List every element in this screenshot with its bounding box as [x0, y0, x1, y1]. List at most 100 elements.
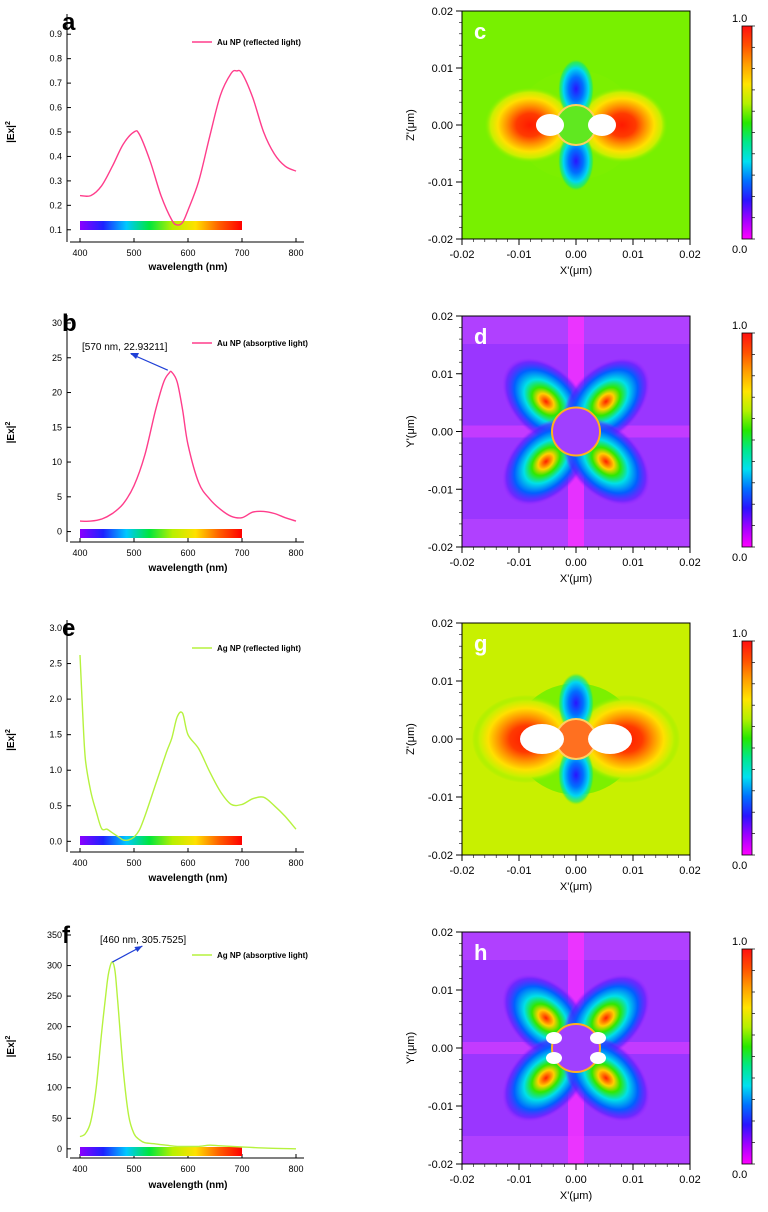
y-tick-label: -0.01 — [428, 177, 453, 189]
x-tick-label: -0.01 — [506, 249, 531, 261]
x-tick-label: 400 — [72, 1164, 87, 1174]
cold-lobe — [558, 673, 594, 733]
y-tick-label: 0 — [57, 527, 62, 537]
field-map-plot — [462, 932, 690, 1164]
panel-letter: h — [474, 940, 487, 965]
y-tick-label: -0.01 — [428, 792, 453, 804]
y-tick-label: 0.02 — [432, 311, 453, 323]
x-tick-label: 800 — [288, 248, 303, 258]
y-tick-label: 5 — [57, 492, 62, 502]
y-tick-label: 10 — [52, 457, 62, 467]
x-axis-label: wavelength (nm) — [148, 873, 228, 884]
x-tick-label: 700 — [234, 248, 249, 258]
y-tick-label: 200 — [47, 1022, 62, 1032]
series-line — [79, 69, 297, 226]
y-tick-label: 0.00 — [432, 120, 453, 132]
x-tick-label: 400 — [72, 248, 87, 258]
x-tick-label: 0.01 — [622, 1174, 643, 1186]
x-tick-label: 0.00 — [565, 557, 586, 569]
cold-lobe — [558, 745, 594, 805]
y-tick-label: 0.3 — [49, 176, 62, 186]
spectrum-bar — [80, 1147, 242, 1156]
x-tick-label: 500 — [126, 548, 141, 558]
panel-letter: a — [62, 9, 76, 36]
line-panel-a: a 0.1 0.2 0.3 0.4 0.5 0.6 0.7 0.8 0.9 |Ex|2 400 500 6… — [5, 9, 304, 273]
y-tick-label: 0.01 — [432, 676, 453, 688]
x-tick-label: 800 — [288, 858, 303, 868]
y-tick-label: 0.01 — [432, 985, 453, 997]
y-axis-label: Z'(μm) — [405, 109, 417, 141]
saturated-hotspot — [588, 724, 632, 754]
x-tick-label: 500 — [126, 858, 141, 868]
x-tick-label: 0.00 — [565, 865, 586, 877]
x-tick-label: 700 — [234, 548, 249, 558]
x-tick-label: -0.02 — [449, 249, 474, 261]
colorbar-min-label: 0.0 — [732, 244, 747, 256]
y-axis-label: |Ex|2 — [5, 1036, 17, 1058]
y-tick-label: 0.00 — [432, 734, 453, 746]
annotation-arrowhead — [134, 946, 143, 952]
x-tick-label: 500 — [126, 248, 141, 258]
legend-label: Ag NP (reflected light) — [217, 644, 301, 653]
field-map-panel-d: d -0.02 -0.01 0.00 0.01 0.02 X'(μm) 0.02 0.01 0.0… — [405, 311, 755, 585]
y-axis-label-main: |Ex| — [6, 425, 17, 443]
spectrum-bar — [80, 221, 242, 230]
x-tick-label: -0.02 — [449, 1174, 474, 1186]
y-tick-label: 350 — [47, 930, 62, 940]
field-map-plot — [462, 623, 690, 855]
x-tick-label: 0.00 — [565, 1174, 586, 1186]
series-line — [79, 370, 297, 522]
x-tick-label: 700 — [234, 858, 249, 868]
y-tick-label: -0.02 — [428, 850, 453, 862]
y-tick-label: 100 — [47, 1083, 62, 1093]
annotation-label: [570 nm, 22.93211] — [82, 342, 168, 353]
y-tick-label: 30 — [52, 318, 62, 328]
y-tick-label: 0.7 — [49, 78, 62, 88]
hot-lobe — [484, 87, 576, 163]
y-tick-label: 1.5 — [49, 730, 62, 740]
colorbar-min-label: 0.0 — [732, 1169, 747, 1181]
y-tick-label: 0.5 — [49, 801, 62, 811]
y-tick-label: 0.2 — [49, 200, 62, 210]
y-axis-label-main: |Ex| — [6, 125, 17, 143]
nanoparticle — [551, 406, 601, 457]
field-map-panel-c: c -0.02 -0.01 0.00 0.01 0.02 X'(μm) 0.02 0.01 0.0… — [405, 6, 755, 277]
x-tick-label: 800 — [288, 1164, 303, 1174]
y-tick-label: 0.01 — [432, 369, 453, 381]
y-axis-label: Y'(μm) — [405, 415, 417, 447]
cold-lobe — [558, 59, 594, 119]
field-map-panel-g: g -0.02 -0.01 0.00 0.01 0.02 X'(μm) 0.02 0.01 0.0… — [405, 618, 755, 893]
y-tick-label: 25 — [52, 353, 62, 363]
x-tick-label: 500 — [126, 1164, 141, 1174]
y-tick-label: 0.02 — [432, 927, 453, 939]
y-tick-label: 50 — [52, 1113, 62, 1123]
x-tick-label: 0.02 — [679, 1174, 700, 1186]
x-tick-label: 600 — [180, 1164, 195, 1174]
y-tick-label: 2.5 — [49, 659, 62, 669]
y-tick-label: -0.01 — [428, 484, 453, 496]
saturated-hotspot — [590, 1032, 606, 1044]
x-tick-label: 700 — [234, 1164, 249, 1174]
colorbar-min-label: 0.0 — [732, 552, 747, 564]
saturated-hotspot — [546, 1052, 562, 1064]
x-tick-label: 800 — [288, 548, 303, 558]
field-map-plot — [462, 11, 690, 239]
y-axis-label: |Ex|2 — [5, 729, 17, 751]
spectrum-bar — [80, 529, 242, 538]
x-tick-label: -0.02 — [449, 865, 474, 877]
y-tick-label: 20 — [52, 388, 62, 398]
panel-letter: c — [474, 19, 486, 44]
colorbar-max-label: 1.0 — [732, 320, 747, 332]
x-axis-label: wavelength (nm) — [148, 563, 228, 574]
x-axis-label: X'(μm) — [560, 1190, 592, 1202]
series-line — [79, 654, 297, 842]
panel-letter: d — [474, 324, 487, 349]
x-tick-label: 400 — [72, 548, 87, 558]
x-axis-label: X'(μm) — [560, 265, 592, 277]
y-tick-label: 0.00 — [432, 1043, 453, 1055]
y-tick-label: 150 — [47, 1052, 62, 1062]
x-tick-label: -0.01 — [506, 1174, 531, 1186]
y-axis-label-sup: 2 — [5, 121, 12, 125]
